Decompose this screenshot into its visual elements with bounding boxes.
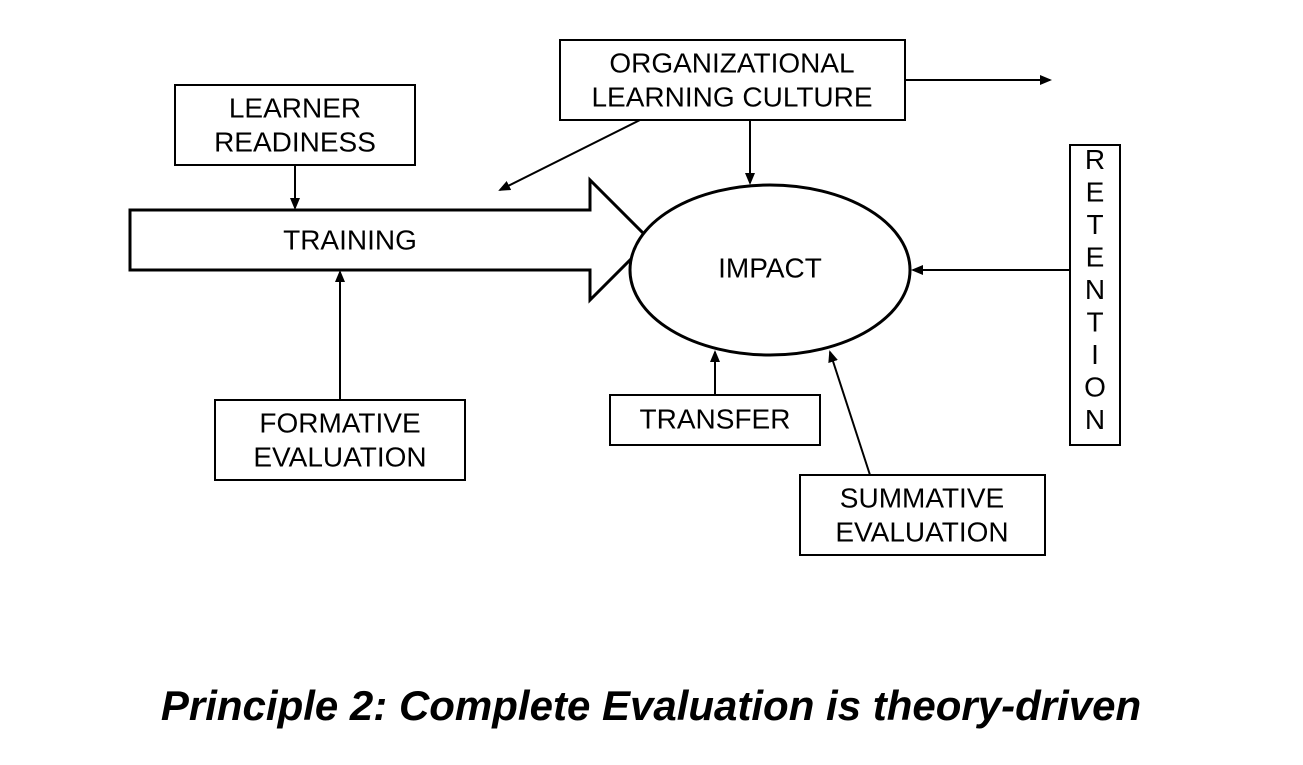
retention-letter: O [1084,372,1106,403]
retention-letter: R [1085,144,1105,175]
node-formative-evaluation: FORMATIVE EVALUATION [215,400,465,480]
training-label: TRAINING [283,224,417,255]
retention-letter: E [1086,242,1105,273]
diagram-caption: Principle 2: Complete Evaluation is theo… [161,682,1141,729]
retention-letter: N [1085,274,1105,305]
node-retention: RETENTION [1070,144,1120,445]
diagram-canvas: LEARNER READINESS ORGANIZATIONAL LEARNIN… [0,0,1303,765]
node-impact: IMPACT [630,185,910,355]
node-summative-evaluation: SUMMATIVE EVALUATION [800,475,1045,555]
node-transfer: TRANSFER [610,395,820,445]
retention-letter: N [1085,404,1105,435]
retention-letter: T [1086,307,1103,338]
retention-letter: I [1091,339,1099,370]
org-culture-line2: LEARNING CULTURE [591,81,872,112]
edge-arrow [830,352,870,475]
node-org-learning-culture: ORGANIZATIONAL LEARNING CULTURE [560,40,905,120]
retention-letter: T [1086,209,1103,240]
formative-line1: FORMATIVE [259,407,420,438]
node-learner-readiness: LEARNER READINESS [175,85,415,165]
learner-readiness-line1: LEARNER [229,92,361,123]
node-training-arrow: TRAINING [130,180,650,300]
summative-line2: EVALUATION [835,516,1008,547]
transfer-label: TRANSFER [640,403,791,434]
edge-arrow [500,120,640,190]
summative-line1: SUMMATIVE [840,482,1004,513]
formative-line2: EVALUATION [253,441,426,472]
org-culture-line1: ORGANIZATIONAL [609,47,854,78]
impact-label: IMPACT [718,252,822,283]
retention-letter: E [1086,177,1105,208]
retention-letters: RETENTION [1084,144,1106,435]
learner-readiness-line2: READINESS [214,126,376,157]
